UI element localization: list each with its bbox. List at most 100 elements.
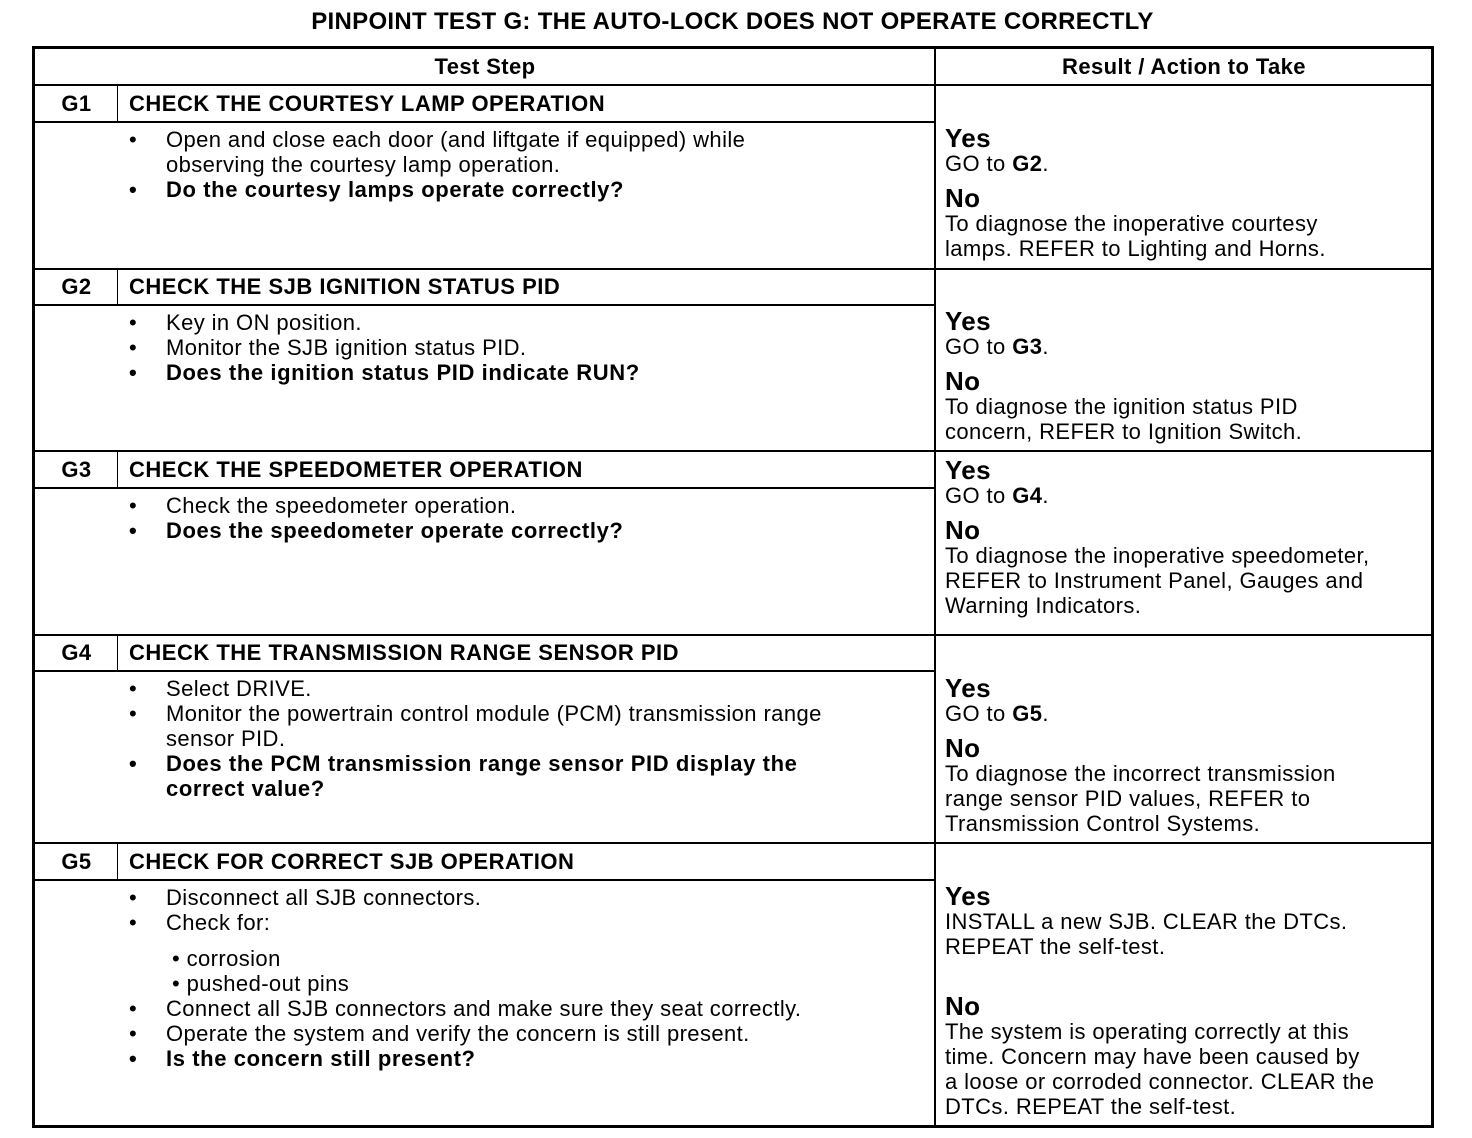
step-instruction: • Monitor the powertrain control module (… (129, 701, 929, 751)
step-instructions: • Select DRIVE. • Monitor the powertrain co… (129, 676, 929, 801)
step-title-divider (35, 487, 935, 489)
step-instructions: • Open and close each door (and liftgate … (129, 127, 929, 202)
yes-label: Yes (945, 673, 992, 703)
no-action-text: The system is operating correctly at thi… (945, 1019, 1375, 1119)
yes-label: Yes (945, 881, 992, 911)
step-title: CHECK THE SPEEDOMETER OPERATION (129, 457, 583, 482)
bullet-icon: • (129, 493, 138, 518)
yes-action-suffix: . (1042, 483, 1049, 508)
sub-item-text: corrosion (186, 946, 281, 971)
step-id: G3 (61, 457, 92, 482)
step-title: CHECK THE COURTESY LAMP OPERATION (129, 91, 606, 116)
step-instruction: • Connect all SJB connectors and make sur… (129, 996, 929, 1021)
row-divider (35, 634, 1431, 636)
bullet-icon: • (129, 996, 138, 1021)
sub-list: • corrosion • pushed-out pins (129, 946, 929, 996)
header-divider (35, 84, 1431, 86)
no-label: No (945, 733, 981, 763)
sub-item: • pushed-out pins (172, 971, 929, 996)
step-id-divider (117, 843, 118, 880)
step-instruction: • Operate the system and verify the conce… (129, 1021, 929, 1046)
instruction-text: Open and close each door (and liftgate i… (166, 127, 746, 177)
no-label: No (945, 366, 981, 396)
instruction-text: Check the speedometer operation. (166, 493, 517, 518)
bullet-icon: • (129, 177, 138, 202)
instruction-text: Do the courtesy lamps operate correctly? (166, 177, 625, 202)
go-to-step-link[interactable]: G2 (1012, 151, 1043, 176)
step-id-divider (117, 451, 118, 488)
step-instruction: • Select DRIVE. (129, 676, 929, 701)
bullet-icon: • (129, 360, 138, 385)
go-to-step-link[interactable]: G3 (1012, 334, 1043, 359)
step-title: CHECK FOR CORRECT SJB OPERATION (129, 849, 575, 874)
step-question: • Do the courtesy lamps operate correctly… (129, 177, 929, 202)
step-result: Yes GO to G5. No To diagnose the incorrect … (945, 675, 1435, 836)
step-result: Yes GO to G3. No To diagnose the ignition s… (945, 308, 1435, 444)
step-question: • Does the ignition status PID indicate R… (129, 360, 929, 385)
bullet-icon: • (129, 910, 138, 935)
step-result: Yes GO to G4. No To diagnose the inoperativ… (945, 457, 1435, 618)
yes-action: GO to G2. (945, 151, 1435, 176)
yes-action-text: GO to (945, 483, 1013, 508)
bullet-icon: • (129, 518, 138, 543)
instruction-text: Check for: (166, 910, 271, 935)
instruction-text: Monitor the SJB ignition status PID. (166, 335, 527, 360)
step-instruction: • Key in ON position. (129, 310, 929, 335)
step-instructions: • Check the speedometer operation. • Does t… (129, 493, 929, 543)
yes-action: GO to G4. (945, 483, 1435, 508)
bullet-icon: • (129, 310, 138, 335)
bullet-icon: • (129, 1046, 138, 1071)
yes-action: GO to G3. (945, 334, 1435, 359)
step-instructions: • Key in ON position. • Monitor the SJB ign… (129, 310, 929, 385)
bullet-icon: • (129, 1021, 138, 1046)
instruction-text: Does the ignition status PID indicate RU… (166, 360, 640, 385)
yes-label: Yes (945, 455, 992, 485)
yes-action: GO to G5. (945, 701, 1435, 726)
step-title-divider (35, 304, 935, 306)
step-title-divider (35, 670, 935, 672)
instruction-text: Does the speedometer operate correctly? (166, 518, 624, 543)
go-to-step-link[interactable]: G5 (1012, 701, 1043, 726)
step-instruction: • Monitor the SJB ignition status PID. (129, 335, 929, 360)
sub-item-text: pushed-out pins (186, 971, 350, 996)
yes-action-suffix: . (1042, 151, 1049, 176)
instruction-text: Operate the system and verify the concer… (166, 1021, 750, 1046)
no-label: No (945, 515, 981, 545)
bullet-icon: • (129, 127, 138, 152)
step-instructions: • Disconnect all SJB connectors. • Check fo… (129, 885, 929, 1071)
bullet-icon: • (129, 751, 138, 776)
step-instruction: • Disconnect all SJB connectors. (129, 885, 929, 910)
step-title-divider (35, 879, 935, 881)
step-id-divider (117, 85, 118, 122)
no-action-text: To diagnose the ignition status PID conc… (945, 394, 1303, 444)
step-instruction: • Open and close each door (and liftgate … (129, 127, 929, 177)
go-to-step-link[interactable]: G4 (1012, 483, 1043, 508)
step-result: Yes INSTALL a new SJB. CLEAR the DTCs. RE… (945, 883, 1435, 1119)
column-divider (934, 49, 936, 1125)
instruction-text: Does the PCM transmission range sensor P… (166, 751, 798, 801)
yes-action-suffix: . (1042, 701, 1049, 726)
bullet-icon: • (129, 676, 138, 701)
yes-action: INSTALL a new SJB. CLEAR the DTCs. REPEA… (945, 909, 1435, 959)
instruction-text: Connect all SJB connectors and make sure… (166, 996, 802, 1021)
yes-action-suffix: . (1042, 334, 1049, 359)
step-title: CHECK THE TRANSMISSION RANGE SENSOR PID (129, 640, 679, 665)
yes-action-text: GO to (945, 701, 1013, 726)
step-instruction: • Check the speedometer operation. (129, 493, 929, 518)
step-question: • Is the concern still present? (129, 1046, 929, 1071)
instruction-text: Monitor the powertrain control module (P… (166, 701, 822, 751)
sub-bullet-icon: • (172, 971, 187, 996)
step-id: G4 (61, 640, 92, 665)
row-divider (35, 842, 1431, 844)
step-id: G2 (61, 274, 92, 299)
step-id-divider (117, 635, 118, 671)
step-id: G5 (61, 849, 92, 874)
instruction-text: Is the concern still present? (166, 1046, 476, 1071)
sub-bullet-icon: • (172, 946, 187, 971)
step-title-divider (35, 121, 935, 123)
no-action-text: To diagnose the inoperative courtesy lam… (945, 211, 1326, 261)
yes-action-text: GO to (945, 151, 1013, 176)
instruction-text: Key in ON position. (166, 310, 362, 335)
no-action-text: To diagnose the inoperative speedometer,… (945, 543, 1370, 618)
bullet-icon: • (129, 335, 138, 360)
